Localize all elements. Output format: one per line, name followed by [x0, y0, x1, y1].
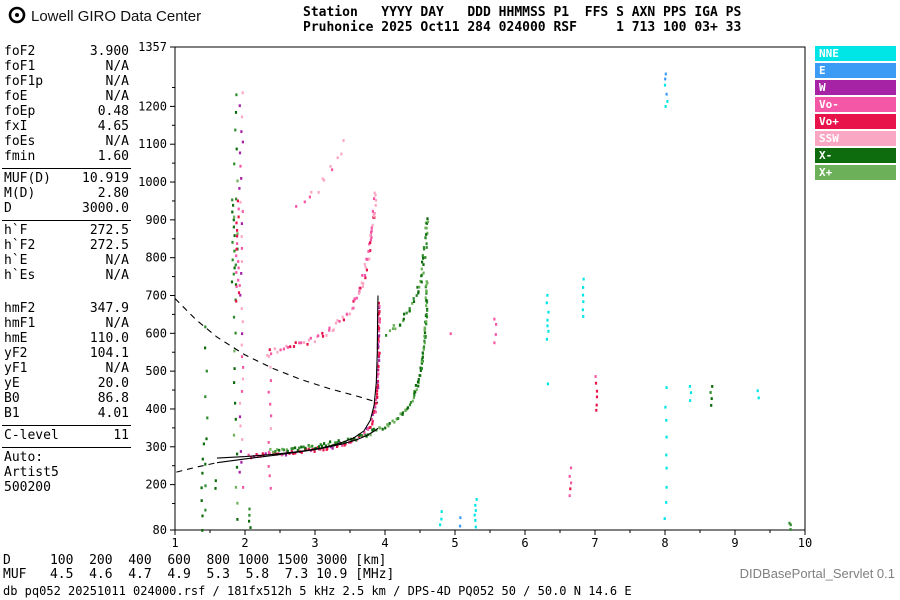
- param-fxi: fxI 4.65: [4, 119, 129, 134]
- legend-item-nne: NNE: [815, 46, 896, 61]
- legend: NNE E W Vo- Vo+ SSW X- X+: [815, 46, 896, 182]
- param-d: D 3000.0: [4, 201, 129, 216]
- svg-text:1: 1: [171, 536, 178, 550]
- svg-text:10: 10: [798, 536, 812, 550]
- dmuf-table: D 100 200 400 600 800 1000 1500 3000 [km…: [3, 554, 394, 582]
- param-group: hmF2 347.9 hmF1 N/A hmE 110.0 yF2 104.1 yF1 N/A yE…: [2, 299, 131, 426]
- svg-text:9: 9: [731, 536, 738, 550]
- svg-text:7: 7: [591, 536, 598, 550]
- servlet-version: DIDBasePortal_Servlet 0.1: [739, 566, 895, 581]
- svg-text:600: 600: [145, 326, 167, 340]
- svg-text:80: 80: [153, 523, 167, 537]
- param-auto: Auto:: [4, 450, 44, 465]
- legend-item-x-: X-: [815, 148, 896, 163]
- svg-text:900: 900: [145, 213, 167, 227]
- param-yf2: yF2 104.1: [4, 346, 129, 361]
- svg-text:700: 700: [145, 288, 167, 302]
- param-group: MUF(D) 10.919 M(D) 2.80 D 3000.0: [2, 169, 131, 221]
- legend-item-w: W: [815, 80, 896, 95]
- param-foe: foE N/A: [4, 89, 129, 104]
- brand-title: Lowell GIRO Data Center: [31, 8, 202, 25]
- legend-item-x+: X+: [815, 165, 896, 180]
- param-b0: B0 86.8: [4, 391, 129, 406]
- svg-text:4: 4: [381, 536, 388, 550]
- param-group: h`F 272.5 h`F2 272.5 h`E N/A h`Es N/A: [2, 221, 131, 287]
- param-fof2: foF2 3.900: [4, 44, 129, 59]
- param-b1: B1 4.01: [4, 406, 129, 421]
- station-header: Station YYYY DAY DDD HHMMSS P1 FFS S AXN…: [303, 5, 741, 35]
- svg-text:500: 500: [145, 364, 167, 378]
- svg-text:5: 5: [451, 536, 458, 550]
- station-header-values: Pruhonice 2025 Oct11 284 024000 RSF 1 71…: [303, 20, 742, 35]
- param-hes: h`Es N/A: [4, 268, 129, 283]
- param-ye: yE 20.0: [4, 376, 129, 391]
- param-fof1p: foF1p N/A: [4, 74, 129, 89]
- legend-item-ssw: SSW: [815, 131, 896, 146]
- legend-item-e: E: [815, 63, 896, 78]
- svg-text:1200: 1200: [138, 99, 167, 113]
- svg-text:200: 200: [145, 478, 167, 492]
- param-hme: hmE 110.0: [4, 331, 129, 346]
- param-artist5: Artist5: [4, 465, 59, 480]
- param-hmf2: hmF2 347.9: [4, 301, 129, 316]
- param-mufd: MUF(D) 10.919: [4, 171, 129, 186]
- param-he: h`E N/A: [4, 253, 129, 268]
- param-fof1: foF1 N/A: [4, 59, 129, 74]
- param-hf2: h`F2 272.5: [4, 238, 129, 253]
- legend-item-vo+: Vo+: [815, 114, 896, 129]
- svg-text:1100: 1100: [138, 137, 167, 151]
- svg-text:8: 8: [661, 536, 668, 550]
- param-group: Auto: Artist5 500200: [2, 448, 131, 499]
- param-foes: foEs N/A: [4, 134, 129, 149]
- svg-text:2: 2: [241, 536, 248, 550]
- svg-text:6: 6: [521, 536, 528, 550]
- param-md: M(D) 2.80: [4, 186, 129, 201]
- svg-text:300: 300: [145, 440, 167, 454]
- param-hf: h`F 272.5: [4, 223, 129, 238]
- svg-text:1357: 1357: [138, 40, 167, 54]
- svg-text:800: 800: [145, 251, 167, 265]
- param-fmin: fmin 1.60: [4, 149, 129, 164]
- param-hmf1: hmF1 N/A: [4, 316, 129, 331]
- param-clevel: C-level 11: [4, 428, 129, 443]
- param-group: C-level 11: [2, 426, 131, 448]
- svg-text:1000: 1000: [138, 175, 167, 189]
- param-group: foF2 3.900 foF1 N/A foF1p N/A foE N/A foEp 0.48 fx…: [2, 42, 131, 169]
- svg-text:3: 3: [311, 536, 318, 550]
- svg-text:400: 400: [145, 402, 167, 416]
- giro-logo-icon: [7, 5, 27, 25]
- param-500200: 500200: [4, 480, 51, 495]
- param-yf1: yF1 N/A: [4, 361, 129, 376]
- param-foep: foEp 0.48: [4, 104, 129, 119]
- measurement-info: db pq052 20251011 024000.rsf / 181fx512h…: [3, 584, 632, 598]
- parameter-panel: foF2 3.900 foF1 N/A foF1p N/A foE N/A foEp 0.48 fx…: [2, 42, 131, 499]
- legend-item-vo-: Vo-: [815, 97, 896, 112]
- d-distances-row: D 100 200 400 600 800 1000 1500 3000 [km…: [3, 553, 387, 568]
- muf-values-row: MUF 4.5 4.6 4.7 4.9 5.3 5.8 7.3 10.9 [MH…: [3, 567, 395, 582]
- station-header-columns: Station YYYY DAY DDD HHMMSS P1 FFS S AXN…: [303, 5, 742, 20]
